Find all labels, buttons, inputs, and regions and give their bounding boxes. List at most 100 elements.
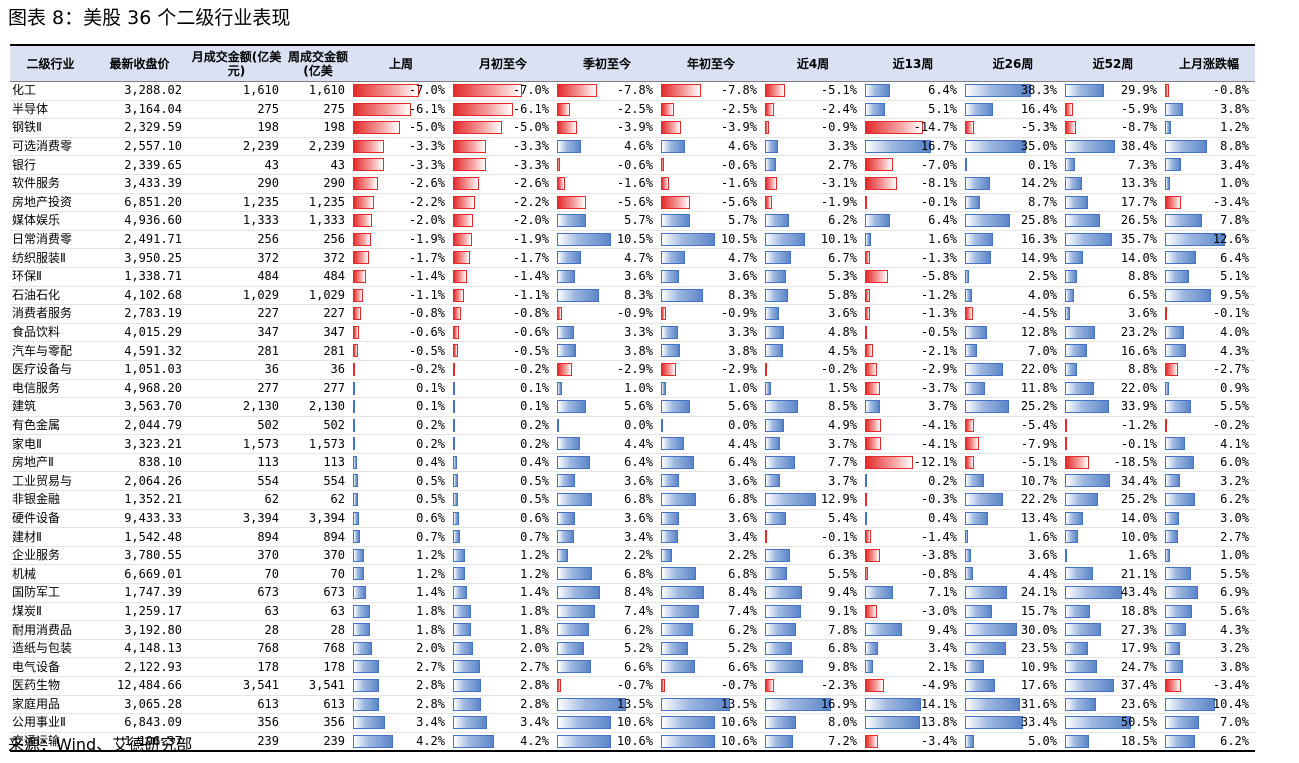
percent-bar-cell: 3.8% (555, 341, 659, 361)
value-cell: 2,557.10 (91, 137, 188, 157)
positive-bar (661, 511, 680, 525)
percent-bar-cell: 12.9% (763, 490, 863, 510)
percent-value: -0.1% (920, 194, 957, 209)
percent-value: -3.3% (512, 139, 549, 154)
positive-bar (453, 604, 471, 618)
table-row: 工业贸易与 2,064.26 554 554 0.5% 0.5% 3.6% 3.6% 3.7% 0… (10, 471, 1255, 492)
percent-value: -5.6% (720, 194, 757, 209)
percent-value: 3.8% (1220, 659, 1249, 674)
percent-bar-cell: -0.9% (555, 304, 659, 324)
percent-value: -5.6% (616, 194, 653, 209)
negative-bar (865, 548, 881, 562)
industry-name-cell: 房地产Ⅱ (10, 453, 91, 473)
percent-bar-cell: 3.3% (763, 137, 863, 157)
percent-bar-cell: 5.4% (763, 509, 863, 529)
percent-bar-cell: 5.8% (763, 286, 863, 306)
percent-bar-cell: 1.4% (351, 583, 451, 603)
percent-value: -0.1% (1120, 436, 1157, 451)
percent-value: 5.6% (728, 399, 757, 414)
table-row: 家庭用品 3,065.28 613 613 2.8% 2.8% 13.5% 13.5% 16.9… (10, 695, 1255, 715)
percent-value: 6.8% (828, 641, 857, 656)
percent-value: 6.4% (928, 213, 957, 228)
value-cell: 2,783.19 (91, 304, 188, 324)
percent-value: 4.6% (624, 139, 653, 154)
percent-value: 1.0% (624, 380, 653, 395)
positive-bar (557, 232, 611, 246)
negative-bar (453, 344, 458, 358)
percent-bar-cell: -3.9% (659, 118, 763, 138)
negative-bar (865, 437, 882, 451)
negative-bar (557, 176, 566, 190)
percent-bar-cell: 2.5% (963, 267, 1063, 287)
value-cell: 256 (188, 230, 285, 250)
percent-value: 1.8% (520, 603, 549, 618)
negative-bar (453, 158, 486, 172)
percent-value: 3.6% (1128, 306, 1157, 321)
percent-bar-cell: 4.1% (1163, 434, 1255, 454)
negative-bar (1165, 84, 1169, 97)
percent-bar-cell: -1.7% (451, 248, 555, 268)
percent-bar-cell: 5.6% (1163, 602, 1255, 622)
percent-bar-cell: 0.6% (451, 509, 555, 529)
percent-bar-cell: 7.8% (1163, 211, 1255, 231)
positive-bar (557, 139, 581, 153)
percent-value: 16.4% (1020, 101, 1057, 116)
percent-value: 9.1% (828, 603, 857, 618)
percent-bar-cell: 31.6% (963, 695, 1063, 715)
table-row: 电气设备 2,122.93 178 178 2.7% 2.7% 6.6% 6.6% 9.8% 2.… (10, 657, 1255, 677)
percent-value: -3.0% (920, 603, 957, 618)
positive-bar (865, 697, 921, 711)
positive-bar (1165, 493, 1195, 507)
percent-value: 4.9% (828, 417, 857, 432)
percent-value: 7.8% (828, 622, 857, 637)
percent-bar-cell: -5.6% (659, 193, 763, 213)
percent-value: 10.1% (820, 232, 857, 247)
table-row: 建材Ⅱ 1,542.48 894 894 0.7% 0.7% 3.4% 3.4% -0.1% -1… (10, 527, 1255, 547)
percent-value: -5.1% (820, 83, 857, 98)
percent-bar-cell: -5.8% (863, 267, 963, 287)
percent-bar-cell: 16.9% (763, 695, 863, 715)
positive-bar (1165, 437, 1185, 451)
percent-value: 2.0% (520, 641, 549, 656)
percent-bar-cell: 2.7% (351, 657, 451, 677)
positive-bar (1065, 232, 1112, 246)
positive-bar (1165, 269, 1190, 283)
percent-value: 0.7% (416, 529, 445, 544)
percent-value: 7.0% (1028, 343, 1057, 358)
percent-bar-cell: -5.9% (1063, 100, 1163, 120)
negative-bar (661, 121, 681, 135)
table-row: 钢铁Ⅱ 2,329.59 198 198 -5.0% -5.0% -3.9% -3.9% -0.… (10, 118, 1255, 138)
negative-bar (865, 195, 867, 209)
percent-bar-cell: 3.8% (659, 341, 763, 361)
percent-bar-cell: 3.8% (1163, 657, 1255, 677)
positive-bar (965, 288, 972, 302)
percent-bar-cell: -2.5% (555, 100, 659, 120)
percent-bar-cell: 10.5% (555, 230, 659, 250)
percent-value: -2.5% (720, 101, 757, 116)
percent-bar-cell: -0.8% (451, 304, 555, 324)
percent-bar-cell: -2.0% (351, 211, 451, 231)
positive-bar (353, 697, 380, 711)
value-cell: 3,288.02 (91, 81, 188, 101)
value-cell: 1,747.39 (91, 583, 188, 603)
percent-value: -2.9% (720, 362, 757, 377)
industry-name-cell: 交通运输 (10, 732, 91, 753)
industry-name-cell: 软件服务 (10, 174, 91, 194)
industry-name-cell: 电信服务 (10, 379, 91, 399)
percent-value: 2.8% (416, 696, 445, 711)
positive-bar (557, 586, 600, 600)
percent-value: 50.5% (1120, 715, 1157, 730)
percent-bar-cell: 23.2% (1063, 323, 1163, 343)
percent-bar-cell: -1.1% (451, 286, 555, 306)
percent-value: 17.6% (1020, 678, 1057, 693)
industry-name-cell: 医药生物 (10, 676, 91, 696)
percent-value: -0.9% (820, 120, 857, 135)
percent-bar-cell: -2.1% (863, 341, 963, 361)
percent-bar-cell: -1.4% (863, 527, 963, 547)
percent-value: 10.5% (720, 232, 757, 247)
percent-value: -0.6% (512, 325, 549, 340)
negative-bar (965, 121, 975, 135)
percent-value: 10.7% (1020, 473, 1057, 488)
positive-bar (865, 139, 932, 153)
percent-value: 4.3% (1220, 343, 1249, 358)
